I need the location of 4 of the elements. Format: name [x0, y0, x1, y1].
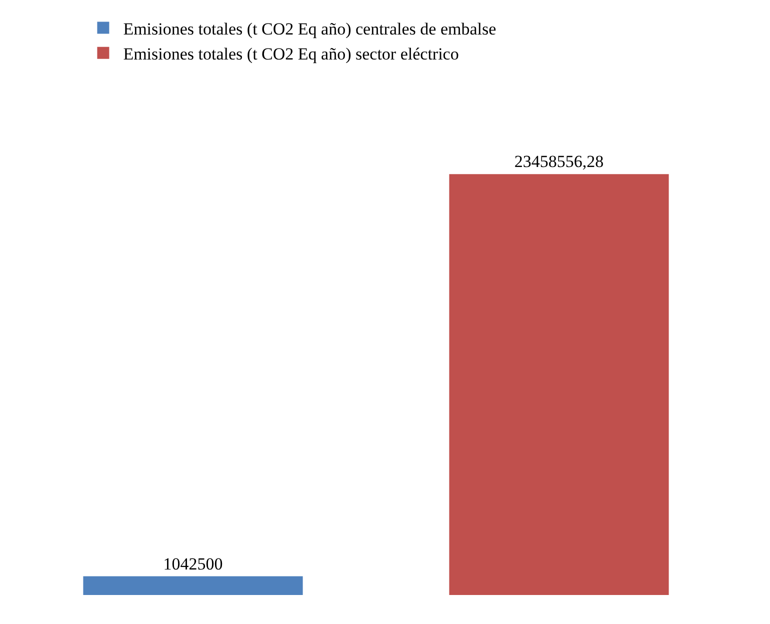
legend-label: Emisiones totales (t CO2 Eq año) sector eléctrico: [123, 44, 459, 64]
data-label: 1042500: [163, 554, 223, 574]
data-label: 23458556,28: [514, 152, 604, 172]
legend-label: Emisiones totales (t CO2 Eq año) centrales de embalse: [123, 19, 496, 38]
